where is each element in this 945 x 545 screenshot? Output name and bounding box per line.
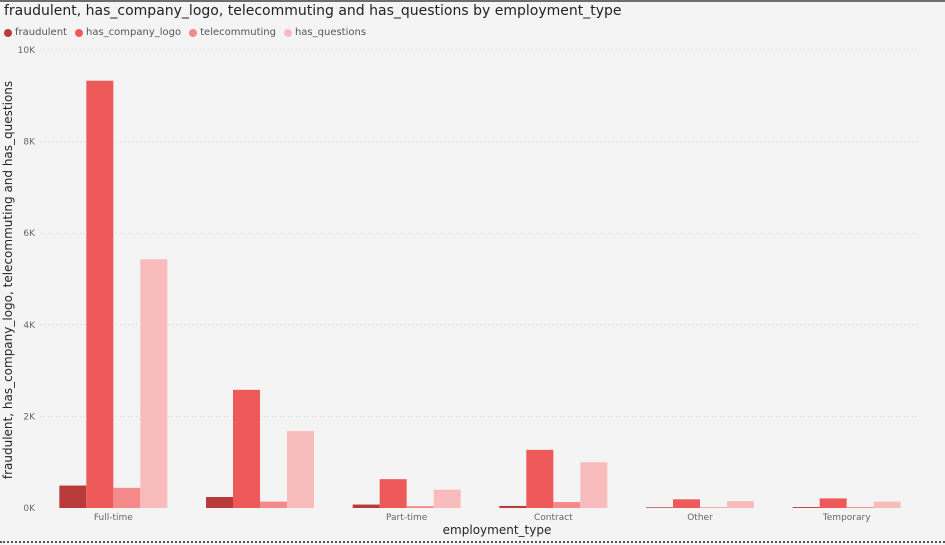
- bar-has-questions: [433, 489, 461, 508]
- legend-swatch: [189, 28, 198, 37]
- y-tick-label: 6K: [23, 229, 36, 239]
- bar-has-company-logo: [819, 498, 847, 508]
- y-tick-label: 8K: [23, 138, 36, 148]
- y-tick-label: 4K: [23, 321, 36, 331]
- legend-item-telecommuting[interactable]: telecommuting: [189, 27, 276, 38]
- bar-has-company-logo: [86, 80, 114, 508]
- bar-telecommuting: [406, 506, 434, 508]
- bar-fraudulent: [59, 485, 87, 508]
- bar-has-company-logo: [379, 479, 407, 508]
- legend-swatch: [4, 28, 12, 37]
- y-tick-label: 2K: [23, 412, 36, 422]
- bar-fraudulent: [352, 504, 380, 508]
- bar-fraudulent: [792, 507, 820, 508]
- legend-item-fraudulent[interactable]: fraudulent: [4, 27, 67, 38]
- bar-has-questions: [873, 501, 901, 508]
- y-axis-title: fraudulent, has_company_logo, telecommut…: [1, 81, 15, 479]
- y-tick-label: 10K: [18, 46, 36, 56]
- top-border: [0, 0, 945, 2]
- bar-fraudulent: [206, 497, 233, 508]
- bar-has-company-logo: [526, 449, 554, 508]
- x-tick-label: Part-time: [386, 513, 428, 523]
- x-axis-title: employment_type: [443, 523, 552, 537]
- legend-swatch: [74, 28, 83, 37]
- bar-telecommuting: [700, 507, 727, 508]
- legend-label: fraudulent: [15, 27, 67, 38]
- bar-telecommuting: [113, 487, 141, 508]
- legend-swatch: [283, 28, 292, 37]
- legend-item-has-company-logo[interactable]: has_company_logo: [74, 27, 182, 38]
- legend-label: telecommuting: [200, 27, 276, 38]
- bar-fraudulent: [499, 505, 527, 508]
- legend-label: has_company_logo: [85, 27, 182, 38]
- bar-telecommuting: [553, 502, 581, 508]
- chart-title: fraudulent, has_company_logo, telecommut…: [4, 3, 622, 19]
- x-tick-label: Other: [687, 513, 713, 523]
- bar-has-questions: [580, 462, 608, 508]
- bottom-border: [0, 541, 945, 543]
- x-tick-label: Contract: [534, 513, 573, 523]
- legend-label: has_questions: [294, 27, 367, 38]
- bar-telecommuting: [260, 501, 287, 508]
- legend-item-has-questions[interactable]: has_questions: [283, 27, 367, 38]
- bar-telecommuting: [846, 507, 874, 508]
- x-tick-label: Full-time: [94, 513, 133, 523]
- bar-fraudulent: [646, 507, 673, 508]
- bar-has-questions: [287, 431, 314, 508]
- bar-has-company-logo: [233, 389, 260, 508]
- bar-has-questions: [727, 501, 754, 508]
- bar-has-questions: [140, 259, 168, 508]
- legend: fraudulent has_company_logo telecommuting h…: [4, 27, 366, 38]
- bar-has-company-logo: [673, 499, 700, 508]
- x-tick-label: Temporary: [822, 513, 871, 523]
- y-tick-label: 0K: [23, 504, 36, 514]
